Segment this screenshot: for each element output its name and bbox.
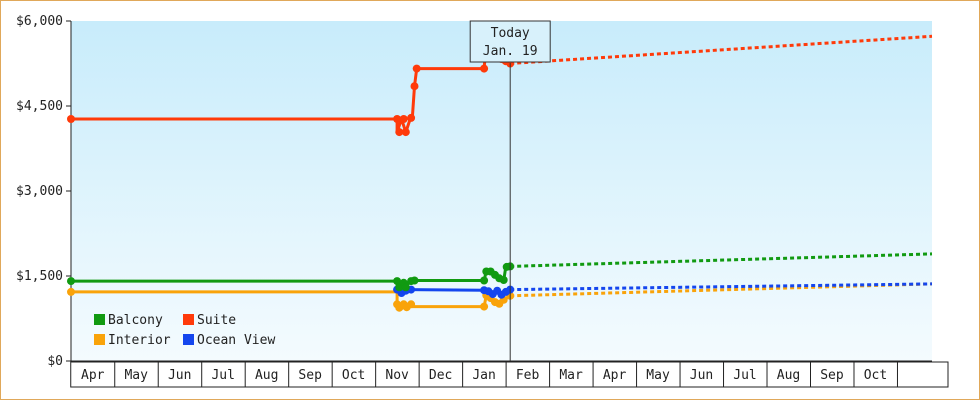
suite-forecast-line <box>510 34 933 65</box>
suite-point <box>410 82 419 91</box>
interior-point <box>407 300 416 309</box>
legend-label-suite: Suite <box>197 313 236 328</box>
legend-swatch-suite <box>183 314 194 325</box>
suite-point <box>393 115 402 123</box>
x-tick-label: Feb <box>516 368 540 383</box>
x-tick-label: Jun <box>690 368 713 383</box>
balcony-point <box>480 276 489 285</box>
balcony-point <box>401 283 410 292</box>
x-tick-label: Aug <box>777 368 800 383</box>
suite-point <box>399 115 408 123</box>
series-ocean-view <box>393 282 933 299</box>
suite-point <box>480 64 489 73</box>
balcony-point <box>67 277 75 286</box>
today-marker: Today Jan. 19 <box>469 20 551 361</box>
y-axis: $0 $1,500 $3,000 $4,500 $6,000 <box>16 14 72 369</box>
x-tick-label: Oct <box>342 368 365 383</box>
plot-area <box>71 21 932 361</box>
legend-swatch-interior <box>94 334 105 345</box>
y-tick-label: $1,500 <box>16 269 63 284</box>
ocean-view-forecast-line <box>510 282 933 292</box>
today-label: Today <box>491 26 530 41</box>
x-tick-label: May <box>646 368 670 383</box>
x-tick-label: Sep <box>820 368 844 383</box>
y-tick-label: $3,000 <box>16 184 63 199</box>
legend-label-interior: Interior <box>108 333 171 348</box>
x-tick-label: Apr <box>81 368 105 383</box>
y-tick-label: $0 <box>47 354 63 369</box>
x-tick-label: Aug <box>255 368 278 383</box>
x-tick-label: Apr <box>603 368 627 383</box>
x-tick-label: Nov <box>385 368 409 383</box>
x-axis-band <box>70 361 949 388</box>
x-tick-label: Jul <box>733 368 756 383</box>
x-tick-label: Mar <box>559 368 583 383</box>
x-tick-label: Jul <box>211 368 234 383</box>
balcony-point <box>499 276 508 284</box>
x-tick-label: Dec <box>429 368 452 383</box>
balcony-forecast-line <box>510 252 933 268</box>
x-tick-label: Oct <box>864 368 887 383</box>
legend-label-ocean-view: Ocean View <box>197 333 275 348</box>
y-tick-label: $4,500 <box>16 99 63 114</box>
suite-point <box>67 115 75 123</box>
legend-label-balcony: Balcony <box>108 313 163 328</box>
legend: Balcony Suite Interior Ocean View <box>94 313 275 348</box>
suite-point <box>395 128 404 137</box>
x-tick-label: Sep <box>298 368 322 383</box>
interior-point <box>480 302 489 311</box>
x-tick-label: May <box>124 368 148 383</box>
balcony-point <box>410 276 419 285</box>
balcony-point <box>393 277 402 286</box>
y-tick-label: $6,000 <box>16 14 63 29</box>
x-axis: Apr May Jun Jul Aug Sep Oct Nov Dec Jan Feb Mar Apr M… <box>70 360 949 388</box>
x-tick-label: Jun <box>168 368 191 383</box>
today-box <box>469 20 551 63</box>
legend-swatch-balcony <box>94 314 105 325</box>
suite-point <box>407 113 416 122</box>
suite-point <box>412 64 421 73</box>
suite-point <box>401 128 410 137</box>
legend-swatch-ocean-view <box>183 334 194 345</box>
x-tick-label: Jan <box>472 368 495 383</box>
today-date-label: Jan. 19 <box>483 44 538 59</box>
interior-point <box>67 287 75 296</box>
series-balcony <box>67 252 933 292</box>
